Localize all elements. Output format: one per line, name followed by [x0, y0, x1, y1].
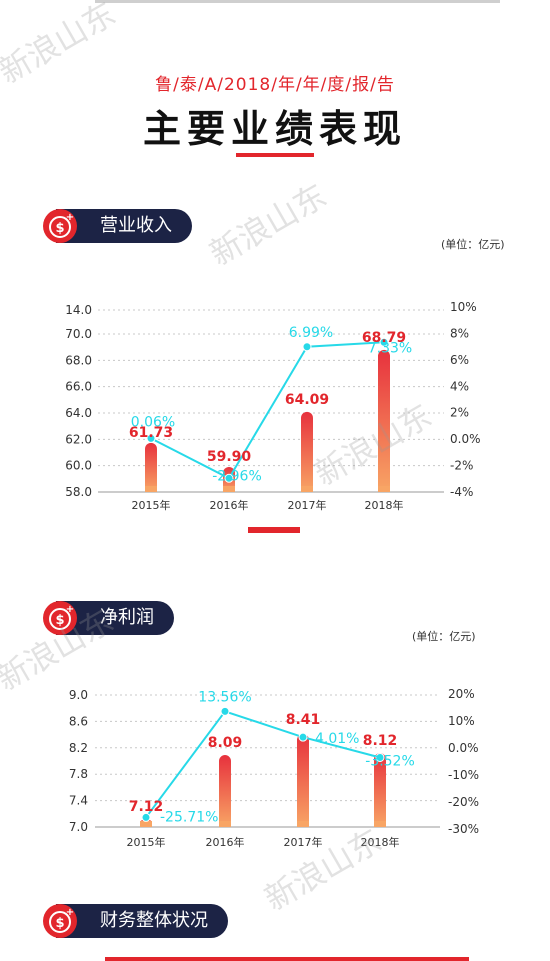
svg-text:+: + [66, 212, 74, 223]
growth-point [302, 342, 312, 352]
growth-point [375, 753, 385, 763]
bar-base [301, 486, 313, 492]
title-underline [236, 153, 314, 157]
bar [378, 349, 390, 492]
section-divider [248, 527, 300, 533]
y2-tick-label: -4% [450, 485, 473, 499]
bar [219, 755, 231, 827]
growth-point [379, 337, 389, 347]
bar-base [378, 486, 390, 492]
bar [374, 753, 386, 827]
svg-text:$: $ [55, 221, 64, 236]
y2-tick-label: 10% [448, 714, 475, 728]
bar-value-label: 64.09 [285, 392, 329, 408]
svg-text:+: + [66, 907, 74, 918]
growth-line [150, 341, 385, 480]
growth-point [141, 812, 151, 822]
y-tick-label: 64.0 [65, 406, 92, 420]
svg-text:+: + [66, 604, 74, 615]
growth-label: 0.06% [131, 414, 175, 430]
x-tick-label: 2018年 [365, 498, 404, 512]
bar-base [140, 821, 152, 827]
growth-label: -25.71% [160, 809, 218, 825]
x-tick-label: 2017年 [288, 498, 327, 512]
bar [297, 733, 309, 827]
x-tick-label: 2015年 [127, 835, 166, 849]
y2-tick-label: -30% [448, 822, 479, 836]
section-title: 财务整体状况 [56, 904, 228, 938]
x-tick-label: 2015年 [132, 498, 171, 512]
growth-label: 13.56% [198, 689, 251, 705]
svg-text:$: $ [55, 916, 64, 931]
y2-tick-label: 20% [448, 687, 475, 701]
y2-tick-label: -10% [448, 768, 479, 782]
x-tick-label: 2016年 [210, 498, 249, 512]
dollar-coin-icon: $ + [43, 209, 77, 243]
y-tick-label: 8.6 [69, 714, 88, 728]
y-tick-label: 62.0 [65, 432, 92, 446]
bar-value-label: 68.79 [362, 330, 406, 346]
y-tick-label: 8.2 [69, 741, 88, 755]
unit-label: (单位：亿元) [412, 630, 476, 643]
x-tick-label: 2018年 [361, 835, 400, 849]
dollar-coin-icon: $ + [43, 904, 77, 938]
growth-point [146, 433, 156, 443]
report-subtitle: 鲁/泰/A/2018/年/年/度/报/告 [155, 75, 395, 95]
bar [145, 442, 157, 492]
y2-tick-label: 8% [450, 326, 469, 340]
bar-base [223, 486, 235, 492]
x-tick-label: 2016年 [206, 835, 245, 849]
bar [301, 411, 313, 492]
bar-base [374, 821, 386, 827]
net-profit-plot: 7.0 7.4 7.8 8.2 8.6 9.0 -30% -20% -10% 0.0% 10% 20%… [69, 687, 479, 849]
y2-tick-label: -20% [448, 795, 479, 809]
section-title: 营业收入 [56, 209, 192, 243]
y-tick-label: 7.8 [69, 767, 88, 781]
growth-line [145, 710, 381, 819]
bar-value-label: 8.09 [208, 735, 243, 751]
growth-label: -2.96% [212, 468, 262, 484]
y2-tick-label: 2% [450, 406, 469, 420]
y2-tick-label: -2% [450, 459, 473, 473]
y2-tick-label: 0.0% [450, 432, 481, 446]
growth-label: 7.33% [368, 340, 412, 356]
svg-text:$: $ [55, 613, 64, 628]
dollar-coin-icon: $ + [43, 601, 77, 635]
y-tick-label: 70.0 [65, 327, 92, 341]
page-title: 主要业绩表现 [142, 107, 407, 151]
growth-point [220, 706, 230, 716]
y2-tick-label: 10% [450, 300, 477, 314]
y-tick-label: 7.0 [69, 820, 88, 834]
unit-label: (单位：亿元) [441, 238, 505, 251]
bar-value-label: 8.41 [286, 712, 321, 728]
y-tick-label: 14.0 [65, 303, 92, 317]
bar-base [297, 821, 309, 827]
growth-label: 6.99% [289, 325, 333, 341]
bar-base [145, 486, 157, 492]
y-tick-label: 68.0 [65, 353, 92, 367]
y2-tick-label: 6% [450, 353, 469, 367]
bar-value-label: 8.12 [363, 733, 398, 749]
bottom-rule [105, 957, 469, 961]
y-tick-label: 58.0 [65, 485, 92, 499]
y-tick-label: 66.0 [65, 380, 92, 394]
y-tick-label: 60.0 [65, 459, 92, 473]
growth-label: -3.52% [365, 754, 415, 770]
y2-tick-label: 0.0% [448, 741, 479, 755]
bar-base [219, 821, 231, 827]
growth-point [224, 473, 234, 483]
y2-tick-label: 4% [450, 379, 469, 393]
bar-value-label: 7.12 [129, 799, 164, 815]
bar-value-label: 61.73 [129, 425, 173, 441]
y-tick-label: 9.0 [69, 688, 88, 702]
y-tick-label: 7.4 [69, 794, 88, 808]
growth-label: 4.01% [315, 731, 359, 747]
revenue-plot: 58.0 60.0 62.0 64.0 66.0 68.0 70.0 14.0 -4% -2% 0.… [65, 300, 480, 512]
growth-point [298, 732, 308, 742]
top-rule [95, 0, 500, 3]
x-tick-label: 2017年 [284, 835, 323, 849]
bar-value-label: 59.90 [207, 449, 252, 465]
